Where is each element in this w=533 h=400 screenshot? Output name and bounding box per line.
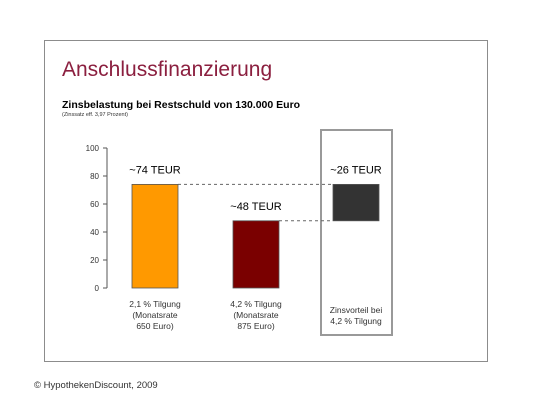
page-title: Anschlussfinanzierung	[62, 58, 273, 81]
category-label: 4,2 % Tilgung	[230, 299, 282, 309]
y-tick-label: 80	[90, 172, 99, 181]
bar-3	[332, 183, 380, 222]
bar-2	[232, 220, 280, 289]
bar-value-label: ~74 TEUR	[129, 164, 181, 176]
highlight-box	[320, 129, 393, 336]
copyright-footer: © HypothekenDiscount, 2009	[34, 380, 158, 391]
bar-value-label: ~48 TEUR	[230, 201, 282, 213]
category-label: (Monatsrate	[132, 310, 178, 320]
category-label: 4,2 % Tilgung	[330, 316, 382, 326]
category-label: 875 Euro)	[237, 321, 274, 331]
y-tick-label: 40	[90, 228, 99, 237]
category-label: 2,1 % Tilgung	[129, 299, 181, 309]
y-tick-label: 60	[90, 200, 99, 209]
interest-rate-note: (Zinssatz eff. 3,97 Prozent)	[62, 112, 128, 118]
bar-1	[131, 183, 179, 289]
bar-value-label: ~26 TEUR	[330, 164, 382, 176]
category-label: Zinsvorteil bei	[330, 305, 383, 315]
category-label: 650 Euro)	[136, 321, 173, 331]
y-tick-label: 100	[86, 144, 100, 153]
slide-frame	[44, 40, 488, 362]
y-tick-label: 0	[95, 284, 100, 293]
chart-subtitle: Zinsbelastung bei Restschuld von 130.000…	[62, 99, 301, 111]
y-tick-label: 20	[90, 256, 99, 265]
category-label: (Monatsrate	[233, 310, 279, 320]
